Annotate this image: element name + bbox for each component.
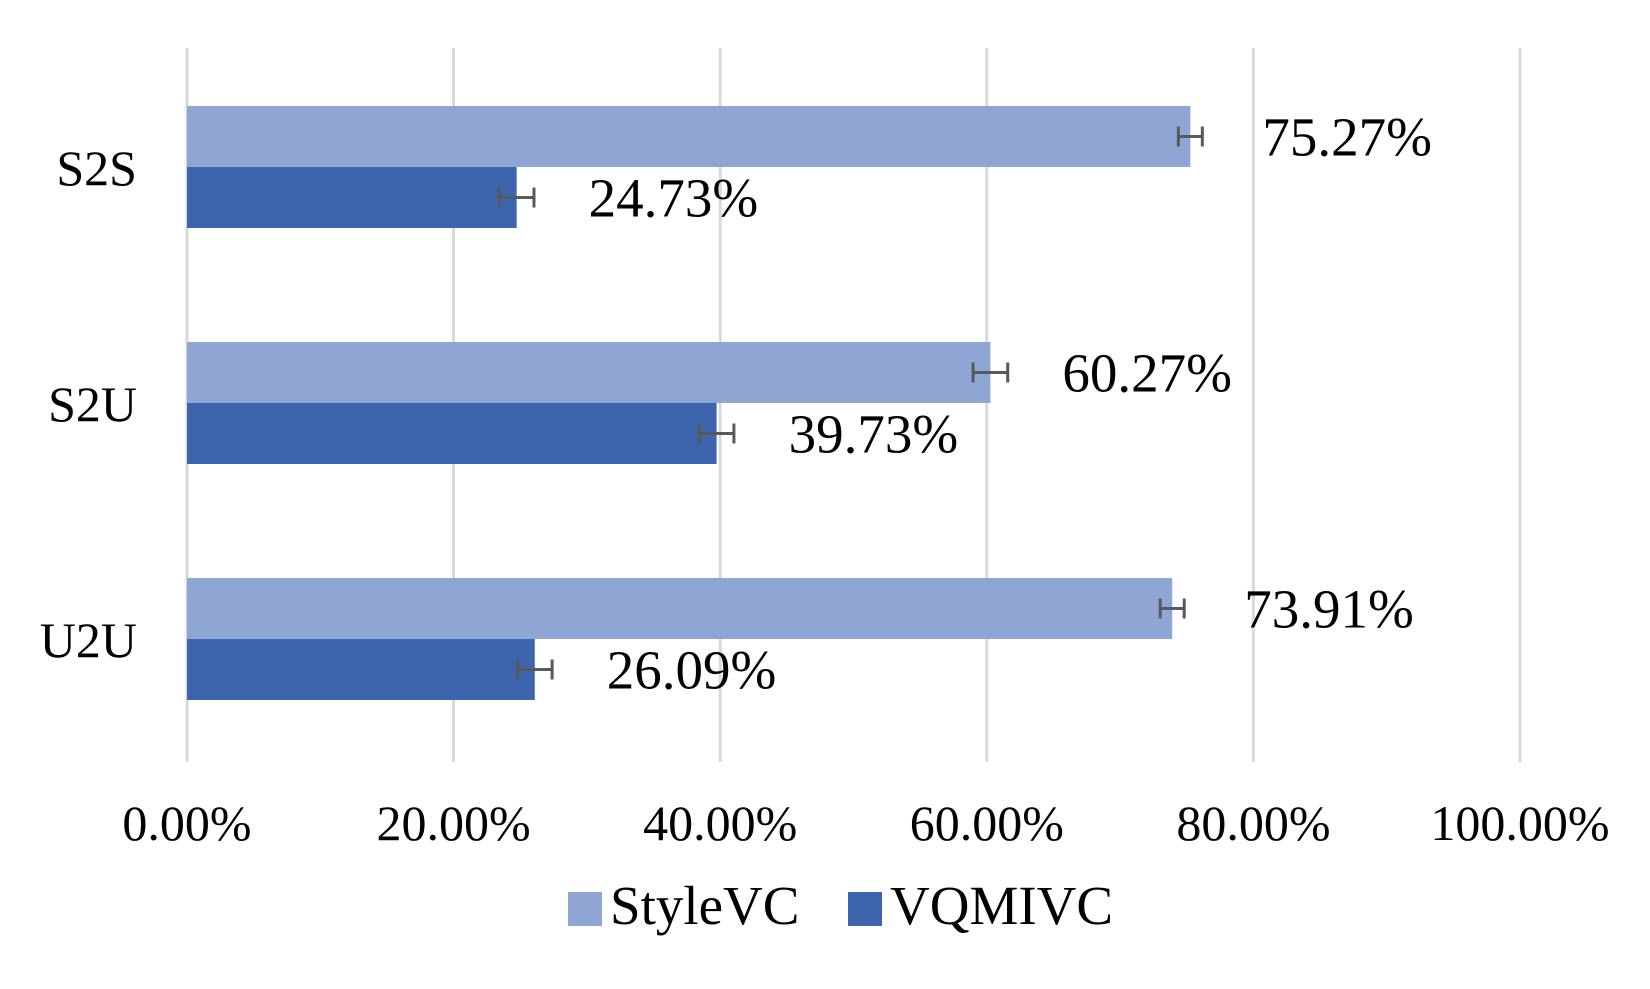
legend-label: StyleVC bbox=[610, 875, 799, 936]
x-tick-label: 40.00% bbox=[643, 795, 797, 851]
x-tick-label: 20.00% bbox=[377, 795, 531, 851]
error-bars bbox=[497, 126, 1204, 680]
legend-label: VQMIVC bbox=[890, 875, 1113, 936]
data-label: 39.73% bbox=[789, 404, 959, 465]
data-label: 26.09% bbox=[607, 640, 777, 701]
data-labels: 75.27% 24.73% 60.27% 39.73% 73.91% 26.09% bbox=[589, 107, 1432, 701]
x-tick-label: 100.00% bbox=[1430, 795, 1609, 851]
x-tick-label: 80.00% bbox=[1176, 795, 1330, 851]
data-label: 60.27% bbox=[1062, 343, 1232, 404]
legend: StyleVC VQMIVC bbox=[568, 875, 1113, 936]
bar bbox=[187, 106, 1191, 167]
data-label: 75.27% bbox=[1262, 107, 1432, 168]
bars bbox=[187, 106, 1191, 700]
bar bbox=[187, 578, 1173, 639]
axis-labels: 0.00% 20.00% 40.00% 60.00% 80.00% 100.00% S2S S… bbox=[40, 140, 1610, 851]
x-tick-label: 60.00% bbox=[910, 795, 1064, 851]
legend-swatch bbox=[848, 892, 882, 926]
category-label: S2U bbox=[48, 376, 137, 432]
bar bbox=[187, 639, 535, 700]
data-label: 24.73% bbox=[589, 168, 759, 229]
data-label: 73.91% bbox=[1244, 579, 1414, 640]
bar bbox=[187, 403, 717, 464]
category-label: U2U bbox=[40, 612, 137, 668]
category-label: S2S bbox=[56, 140, 137, 196]
bar bbox=[187, 167, 517, 228]
x-tick-label: 0.00% bbox=[122, 795, 251, 851]
legend-swatch bbox=[568, 892, 602, 926]
bar bbox=[187, 342, 991, 403]
